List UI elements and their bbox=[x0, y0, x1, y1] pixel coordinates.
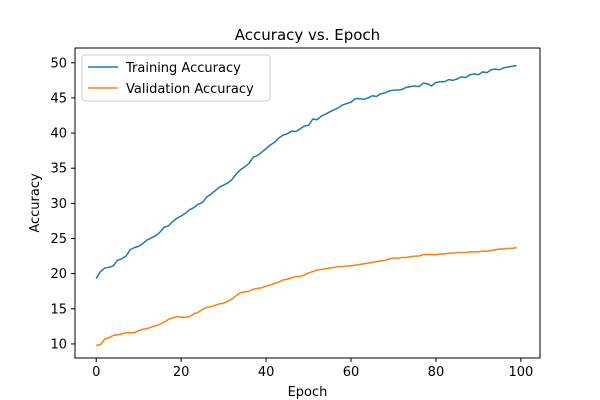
series-line-validation-accuracy bbox=[96, 246, 517, 347]
legend: Training Accuracy Validation Accuracy bbox=[81, 54, 271, 102]
x-tick-label: 0 bbox=[92, 365, 100, 380]
y-tick-label: 30 bbox=[50, 197, 67, 212]
legend-label-validation: Validation Accuracy bbox=[126, 82, 254, 97]
y-tick-label: 20 bbox=[50, 267, 67, 282]
x-tick-label: 100 bbox=[508, 365, 533, 380]
x-tick-label: 20 bbox=[173, 365, 190, 380]
x-tick-label: 80 bbox=[428, 365, 445, 380]
legend-box bbox=[81, 54, 271, 102]
y-axis-label: Accuracy bbox=[28, 173, 43, 233]
y-tick-label: 35 bbox=[50, 162, 67, 177]
plot-frame bbox=[74, 47, 541, 359]
y-tick-label: 50 bbox=[50, 56, 67, 71]
x-axis-label: Epoch bbox=[288, 385, 328, 400]
x-tick-label: 40 bbox=[258, 365, 275, 380]
y-tick-label: 15 bbox=[50, 302, 67, 317]
y-tick-label: 40 bbox=[50, 127, 67, 142]
series-line-training-accuracy bbox=[95, 64, 517, 279]
series-lines bbox=[95, 64, 517, 347]
y-tick-label: 45 bbox=[50, 91, 67, 106]
chart-title: Accuracy vs. Epoch bbox=[235, 26, 380, 44]
legend-label-training: Training Accuracy bbox=[125, 61, 241, 76]
x-tick-label: 60 bbox=[343, 365, 360, 380]
y-tick-label: 25 bbox=[50, 232, 67, 247]
y-tick-label: 10 bbox=[50, 337, 67, 352]
axis-ticks: 0 20 40 60 80 100 10 15 20 25 30 35 40 45 50 bbox=[50, 56, 533, 380]
